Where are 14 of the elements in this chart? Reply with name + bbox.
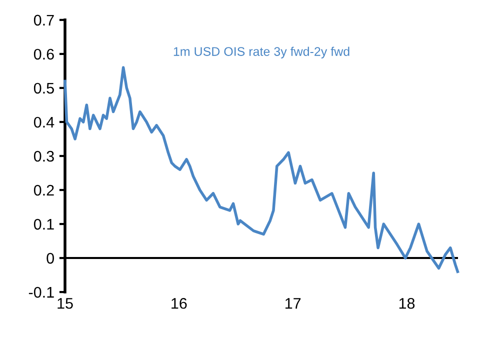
y-tick-label: 0.4 — [34, 116, 54, 128]
x-tick-label: 18 — [399, 298, 415, 309]
x-tick-label: 17 — [285, 298, 301, 309]
y-tick-label: -0.1 — [28, 286, 54, 298]
y-tick-label: 0.2 — [34, 184, 54, 196]
y-tick-label: 0.5 — [34, 82, 54, 94]
y-tick-label: 0.6 — [34, 48, 54, 60]
x-tick-label: 15 — [58, 298, 73, 309]
y-tick-label: 0.1 — [34, 218, 54, 230]
text: 1m USD OIS rate 3y fwd-2y fwd — [174, 46, 350, 58]
y-tick-label: 0 — [46, 252, 54, 264]
x-tick-label: 16 — [172, 298, 187, 309]
y-tick-label: 0.7 — [34, 14, 54, 26]
y-tick-label: 0.3 — [34, 150, 54, 162]
